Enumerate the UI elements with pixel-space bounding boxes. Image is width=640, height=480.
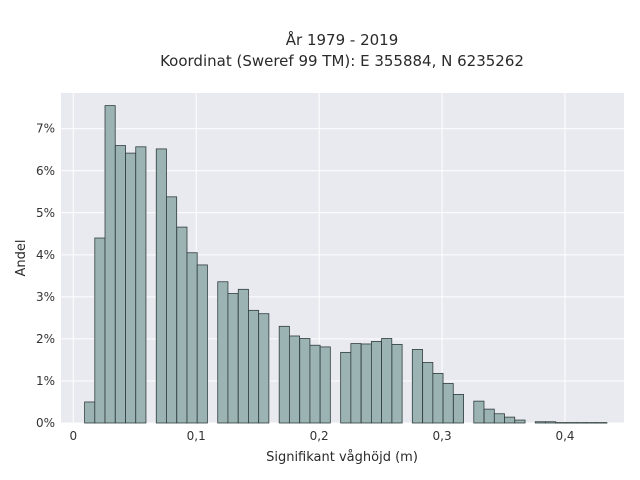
- y-tick-label-7: 7%: [36, 122, 55, 136]
- histogram-bar-36: [452, 394, 464, 424]
- x-axis-ticks: 0 0,1 0,2 0,3 0,4: [69, 429, 574, 443]
- histogram-bar-14: [227, 293, 239, 424]
- x-tick-label-1: 0,1: [187, 429, 206, 443]
- histogram-bar-32: [411, 349, 423, 424]
- histogram-bar-30: [391, 343, 403, 424]
- histogram-bars: [84, 105, 608, 424]
- histogram-bar-45: [545, 421, 557, 424]
- y-axis-label: Andel: [14, 240, 29, 277]
- histogram-bar-21: [299, 338, 311, 424]
- x-tick-label-4: 0,4: [555, 429, 574, 443]
- histogram-bar-23: [319, 346, 331, 424]
- histogram-bar-19: [278, 325, 290, 424]
- histogram-bar-44: [534, 421, 546, 424]
- chart-title-line1: År 1979 - 2019: [286, 30, 399, 49]
- histogram-bar-10: [186, 252, 198, 424]
- chart-title-line2: Koordinat (Sweref 99 TM): E 355884, N 62…: [160, 52, 524, 70]
- histogram-bar-8: [166, 196, 178, 424]
- histogram-bar-50: [596, 422, 608, 424]
- histogram-bar-15: [237, 288, 249, 424]
- histogram-bar-39: [483, 408, 495, 424]
- histogram-bar-11: [196, 264, 208, 424]
- histogram-bar-35: [442, 383, 454, 424]
- histogram-bar-27: [360, 343, 372, 424]
- histogram-bar-20: [288, 335, 300, 424]
- histogram-bar-9: [176, 226, 188, 424]
- histogram-bar-16: [248, 309, 260, 424]
- histogram-bar-34: [432, 372, 444, 424]
- histogram-bar-1: [94, 237, 106, 424]
- histogram-bar-26: [350, 343, 362, 424]
- histogram-bar-38: [473, 400, 485, 424]
- histogram-bar-49: [586, 422, 598, 424]
- histogram-bar-7: [155, 148, 167, 424]
- histogram-bar-47: [565, 422, 577, 424]
- histogram-bar-3: [114, 145, 126, 424]
- histogram-bar-22: [309, 344, 321, 424]
- histogram-bar-42: [514, 419, 526, 424]
- histogram-bar-40: [493, 413, 505, 424]
- histogram-bar-4: [125, 152, 137, 424]
- histogram-bar-17: [258, 313, 270, 424]
- y-tick-label-4: 4%: [36, 248, 55, 262]
- x-tick-label-2: 0,2: [310, 429, 329, 443]
- histogram-bar-33: [422, 362, 434, 424]
- x-tick-label-0: 0: [69, 429, 77, 443]
- y-tick-label-5: 5%: [36, 206, 55, 220]
- histogram-bar-0: [84, 401, 96, 424]
- histogram-bar-48: [575, 422, 587, 424]
- histogram-bar-41: [504, 416, 516, 424]
- histogram-bar-28: [370, 341, 382, 424]
- y-tick-label-3: 3%: [36, 290, 55, 304]
- histogram-bar-29: [381, 338, 393, 424]
- y-tick-label-1: 1%: [36, 374, 55, 388]
- histogram-bar-13: [217, 281, 229, 424]
- histogram-bar-2: [104, 105, 116, 424]
- y-tick-label-6: 6%: [36, 164, 55, 178]
- x-axis-label: Signifikant våghöjd (m): [266, 450, 418, 465]
- y-axis-ticks: 0% 1% 2% 3% 4% 5% 6% 7%: [36, 122, 55, 430]
- y-tick-label-2: 2%: [36, 332, 55, 346]
- histogram-bar-46: [555, 422, 567, 424]
- x-tick-label-3: 0,3: [433, 429, 452, 443]
- y-tick-label-0: 0%: [36, 416, 55, 430]
- histogram-bar-5: [135, 146, 147, 424]
- histogram-bar-25: [340, 351, 352, 424]
